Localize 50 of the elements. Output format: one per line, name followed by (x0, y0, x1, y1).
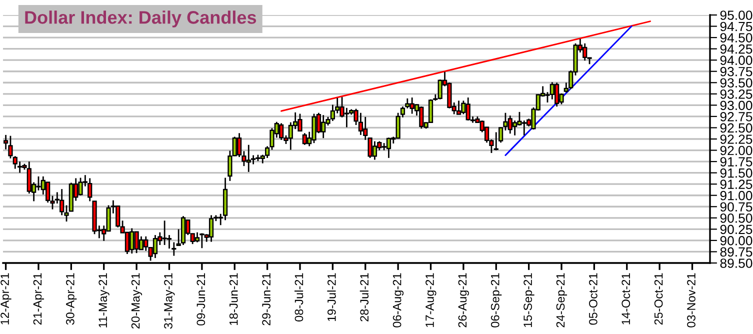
y-tick-label: 91.00 (720, 190, 752, 200)
x-tick-label: 11-May-21 (98, 273, 110, 328)
chart-title: Dollar Index: Daily Candles (25, 10, 256, 28)
y-tick-label: 90.75 (720, 202, 752, 212)
x-tick-label: 14-Oct-21 (622, 273, 630, 324)
x-tick-label: 06-Sep-21 (490, 273, 502, 328)
x-tick-label: 09-Jun-21 (196, 273, 206, 326)
y-tick-label: 93.00 (720, 100, 752, 110)
y-tick-label: 95.00 (720, 10, 752, 20)
x-tick-label: 21-Apr-21 (33, 273, 44, 325)
x-tick-label: 05-Oct-21 (589, 273, 598, 325)
y-tick-label: 90.50 (720, 213, 752, 223)
x-tick-label: 26-Aug-21 (458, 273, 469, 328)
y-tick-label: 94.75 (720, 22, 752, 32)
y-tick-label: 91.50 (720, 168, 752, 178)
y-tick-label: 92.50 (720, 123, 752, 133)
x-tick-label: 31-May-21 (164, 273, 175, 329)
x-tick-label: 28-Jul-21 (360, 273, 369, 322)
y-tick-label: 90.00 (720, 236, 752, 246)
y-tick-label: 94.25 (720, 44, 752, 54)
x-tick-label: 25-Oct-21 (654, 273, 663, 325)
x-tick-label: 17-Aug-21 (426, 273, 436, 327)
y-tick-label: 93.75 (720, 66, 752, 76)
x-tick-label: 08-Jul-21 (294, 273, 304, 322)
x-tick-label: 19-Jul-21 (327, 273, 336, 322)
x-tick-label: 29-Jun-21 (262, 273, 270, 326)
x-tick-label: 18-Jun-21 (229, 273, 238, 325)
x-tick-label: 15-Sep-21 (524, 273, 534, 327)
candlestick (456, 100, 462, 115)
candlestick (152, 234, 158, 259)
x-tick-label: 20-May-21 (131, 273, 142, 329)
y-tick-label: 94.50 (720, 33, 752, 42)
x-tick-label: 03-Nov-21 (687, 273, 696, 328)
y-tick-label: 92.75 (720, 112, 752, 122)
x-tick-label: 06-Aug-21 (392, 273, 404, 328)
y-tick-label: 91.25 (720, 180, 752, 189)
y-tick-label: 90.25 (720, 224, 752, 234)
y-tick-label: 93.25 (720, 89, 752, 99)
candlestick (208, 214, 214, 242)
y-tick-label: 94.00 (720, 56, 752, 65)
x-tick-label: 30-Apr-21 (66, 273, 77, 325)
candlestick (166, 234, 172, 250)
x-tick-label: 24-Sep-21 (556, 273, 568, 328)
y-tick-label: 89.50 (720, 258, 752, 268)
y-tick-label: 92.00 (720, 146, 752, 156)
y-tick-label: 92.25 (720, 134, 752, 144)
y-tick-label: 89.75 (720, 247, 752, 257)
y-tick-label: 93.50 (720, 78, 752, 88)
x-tick-label: 12-Apr-21 (0, 273, 12, 324)
y-tick-label: 91.75 (720, 157, 752, 166)
